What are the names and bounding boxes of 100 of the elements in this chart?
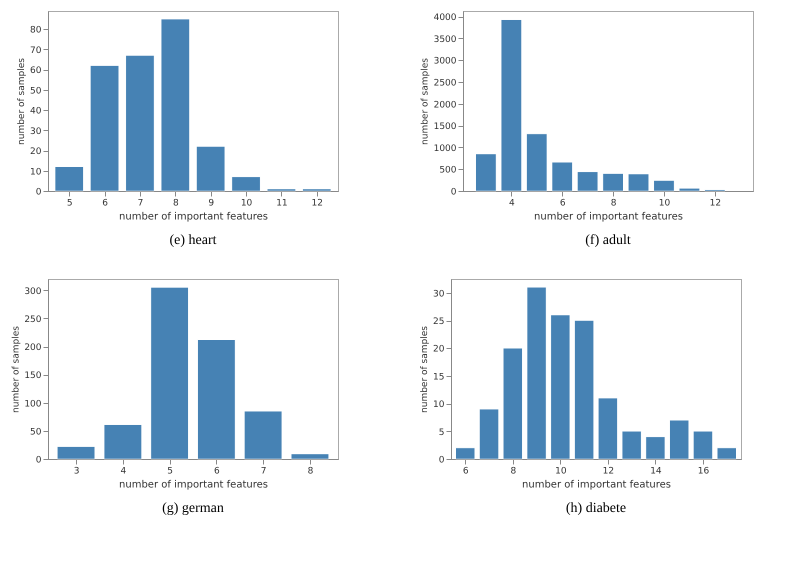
x-tick-label: 14 [650, 466, 662, 476]
bar [290, 454, 329, 460]
y-tick-label: 100 [24, 399, 42, 410]
bar [526, 134, 548, 192]
x-tick-label: 4 [120, 466, 126, 476]
x-tick-label: 3 [74, 466, 80, 476]
bar [150, 287, 189, 460]
y-tick-label: 500 [439, 166, 457, 176]
bar [302, 188, 332, 192]
x-tick-label: 6 [102, 198, 108, 208]
y-tick-label: 30 [30, 126, 42, 137]
bar [526, 287, 546, 460]
bar [678, 188, 700, 192]
x-tick-label: 12 [710, 198, 722, 208]
bar [479, 408, 499, 460]
x-tick-label: 7 [260, 466, 267, 476]
x-axis-title: number of important features [522, 480, 671, 490]
y-tick-label: 150 [24, 371, 42, 382]
y-tick-label: 70 [30, 46, 42, 56]
y-axis-title: number of samples [420, 326, 430, 413]
text: (f) adult [585, 233, 631, 248]
y-tick-label: 1500 [434, 122, 457, 132]
text: (h) diabete [566, 501, 626, 516]
text: (e) heart [169, 233, 217, 248]
y-tick-label: 4000 [434, 13, 457, 24]
x-tick-label: 10 [658, 198, 670, 208]
bar [90, 65, 119, 192]
x-tick-label: 8 [172, 198, 179, 208]
bar [628, 174, 649, 192]
x-tick-label: 8 [510, 466, 516, 476]
bar [500, 19, 522, 192]
bar [503, 348, 523, 460]
x-tick-label: 10 [555, 466, 567, 476]
y-tick-label: 0 [438, 456, 445, 466]
bar [244, 410, 282, 460]
x-tick-label: 16 [698, 466, 710, 476]
bar [622, 431, 642, 460]
x-tick-label: 10 [240, 198, 253, 208]
y-tick-label: 0 [36, 188, 42, 198]
x-tick-label: 6 [214, 466, 220, 476]
y-tick-label: 80 [30, 26, 42, 36]
x-axis-title: number of important features [119, 480, 268, 490]
x-axis-title: number of important features [119, 212, 268, 222]
bar [602, 173, 624, 192]
y-tick-label: 25 [433, 317, 444, 328]
bar [267, 188, 296, 192]
y-tick-label: 10 [433, 400, 445, 410]
bar [577, 172, 598, 192]
y-tick-label: 20 [30, 147, 42, 158]
y-tick-label: 15 [433, 372, 444, 382]
y-tick-label: 40 [30, 106, 42, 117]
x-tick-label: 5 [167, 466, 173, 476]
x-tick-label: 5 [66, 198, 73, 208]
bar [197, 340, 236, 460]
bar [57, 446, 96, 460]
y-tick-label: 10 [30, 167, 42, 178]
bar [456, 448, 476, 460]
bar [693, 431, 713, 460]
y-tick-label: 3500 [434, 34, 457, 45]
bar [598, 398, 618, 460]
bar [646, 436, 666, 460]
y-tick-label: 1000 [434, 144, 457, 154]
y-tick-label: 200 [24, 343, 42, 353]
x-tick-label: 8 [610, 198, 617, 208]
bar [196, 146, 226, 192]
x-tick-label: 4 [508, 198, 515, 208]
y-tick-label: 5 [438, 428, 444, 438]
y-axis-title: number of samples [420, 58, 431, 145]
bar [126, 55, 154, 192]
text: (g) german [162, 501, 224, 516]
y-tick-label: 50 [30, 86, 42, 96]
y-tick-label: 250 [24, 314, 42, 325]
y-tick-label: 60 [30, 66, 42, 76]
bar [475, 154, 496, 192]
y-tick-label: 2500 [434, 78, 457, 89]
y-tick-label: 2000 [434, 100, 457, 110]
y-tick-label: 0 [450, 188, 457, 198]
x-axis-title: number of important features [534, 212, 683, 222]
bar [669, 420, 689, 460]
bar [160, 18, 190, 192]
x-tick-label: 12 [602, 466, 614, 476]
x-tick-label: 6 [560, 198, 566, 208]
x-tick-label: 6 [462, 466, 469, 476]
x-tick-label: 7 [138, 198, 144, 208]
bar [574, 320, 594, 460]
bar [654, 180, 674, 192]
y-tick-label: 20 [433, 344, 445, 355]
y-tick-label: 300 [24, 286, 42, 297]
bar [716, 448, 736, 460]
x-tick-label: 8 [308, 466, 314, 476]
y-axis-title: number of samples [11, 326, 22, 413]
y-tick-label: 3000 [434, 56, 457, 67]
y-tick-label: 50 [30, 427, 42, 438]
y-tick-label: 0 [36, 456, 42, 466]
bar [552, 162, 573, 192]
bar [232, 176, 260, 192]
x-tick-label: 12 [312, 198, 324, 208]
x-tick-label: 11 [276, 198, 288, 208]
bar [54, 166, 84, 192]
bar [550, 314, 570, 460]
